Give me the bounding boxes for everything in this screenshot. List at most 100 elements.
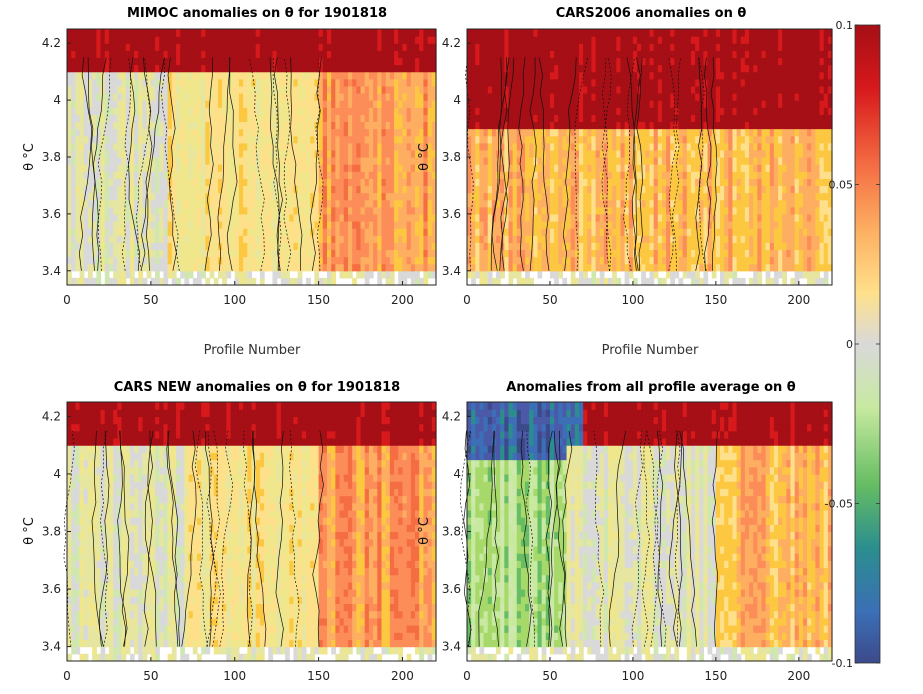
heatmap-cell [368, 149, 374, 158]
heatmap-cell [516, 149, 522, 158]
heatmap-cell [653, 263, 659, 272]
heatmap-cell [641, 107, 646, 115]
heatmap-cell [389, 135, 395, 144]
heatmap-cell [512, 256, 518, 265]
heatmap-cell [385, 178, 391, 187]
heatmap-cell [558, 128, 563, 137]
heatmap-cell [201, 242, 206, 251]
heatmap-cell [500, 142, 505, 151]
heatmap-cell [129, 242, 135, 251]
heatmap-cell [285, 135, 290, 144]
heatmap-cell [192, 157, 198, 165]
heatmap-cell [251, 256, 257, 265]
heatmap-cell [533, 242, 539, 251]
heatmap-cell [624, 199, 630, 208]
heatmap-cell [67, 256, 72, 265]
heatmap-cell [423, 277, 429, 286]
heatmap-cell [508, 270, 514, 279]
heatmap-cell [121, 128, 127, 137]
heatmap-cell [467, 235, 472, 243]
heatmap-cell [331, 135, 336, 144]
heatmap-cell [467, 36, 472, 44]
heatmap-cell [134, 142, 139, 151]
heatmap-cell [268, 185, 274, 194]
heatmap-cell [377, 64, 383, 73]
heatmap-cell [75, 149, 81, 158]
heatmap-cell [318, 228, 324, 236]
heatmap-cell [213, 93, 219, 101]
heatmap-cell [364, 256, 370, 265]
heatmap-cell [280, 43, 286, 51]
heatmap-cell [322, 50, 328, 59]
heatmap-cell [574, 178, 580, 187]
heatmap-cell [570, 221, 576, 229]
heatmap-cell [578, 142, 584, 151]
heatmap-cell [419, 100, 425, 108]
heatmap-cell [394, 64, 399, 73]
heatmap-cell [247, 142, 253, 151]
heatmap-cell [79, 121, 85, 130]
heatmap-cell [657, 36, 663, 44]
heatmap-cell [649, 71, 655, 80]
heatmap-cell [381, 43, 387, 51]
heatmap-cell [108, 228, 114, 236]
heatmap-cell [537, 64, 543, 73]
heatmap-cell [364, 135, 370, 144]
heatmap-cell [608, 178, 613, 187]
heatmap-cell [293, 78, 299, 87]
heatmap-cell [79, 192, 85, 201]
heatmap-cell [628, 206, 634, 215]
heatmap-cell [184, 142, 190, 151]
heatmap-cell [587, 242, 593, 251]
heatmap-cell [402, 206, 408, 215]
heatmap-cell [259, 114, 265, 123]
heatmap-cell [176, 249, 181, 258]
heatmap-cell [83, 142, 89, 151]
heatmap-cell [108, 157, 114, 165]
heatmap-cell [516, 142, 522, 151]
heatmap-cell [591, 263, 597, 272]
heatmap-cell [570, 192, 576, 201]
heatmap-cell [230, 100, 236, 108]
heatmap-cell [343, 78, 349, 87]
heatmap-cell [167, 93, 173, 101]
heatmap-cell [562, 149, 568, 158]
heatmap-cell [641, 192, 646, 201]
heatmap-cell [167, 36, 173, 44]
heatmap-cell [326, 157, 332, 165]
heatmap-cell [603, 235, 609, 243]
heatmap-cell [479, 29, 485, 37]
heatmap-cell [217, 221, 223, 229]
heatmap-cell [558, 192, 563, 201]
heatmap-cell [471, 256, 476, 265]
heatmap-cell [243, 43, 248, 51]
heatmap-cell [87, 263, 93, 272]
heatmap-cell [326, 263, 332, 272]
heatmap-cell [394, 263, 399, 272]
heatmap-cell [628, 50, 634, 59]
heatmap-cell [637, 43, 642, 51]
heatmap-cell [159, 157, 165, 165]
heatmap-cell [293, 50, 299, 59]
heatmap-cell [293, 192, 299, 201]
heatmap-cell [653, 171, 659, 179]
heatmap-cell [222, 206, 227, 215]
heatmap-cell [415, 228, 420, 236]
heatmap-cell [431, 185, 437, 194]
heatmap-cell [562, 114, 568, 123]
heatmap-cell [483, 199, 489, 208]
heatmap-cell [125, 199, 131, 208]
heatmap-cell [578, 78, 584, 87]
heatmap-cell [255, 36, 261, 44]
heatmap-cell [159, 85, 165, 94]
heatmap-cell [512, 50, 518, 59]
heatmap-cell [487, 29, 493, 37]
heatmap-cell [297, 270, 303, 279]
heatmap-cell [238, 199, 244, 208]
heatmap-cell [96, 43, 102, 51]
heatmap-cell [226, 171, 232, 179]
heatmap-cell [632, 71, 638, 80]
heatmap-cell [583, 57, 588, 66]
heatmap-cell [368, 157, 374, 165]
heatmap-cell [645, 178, 651, 187]
